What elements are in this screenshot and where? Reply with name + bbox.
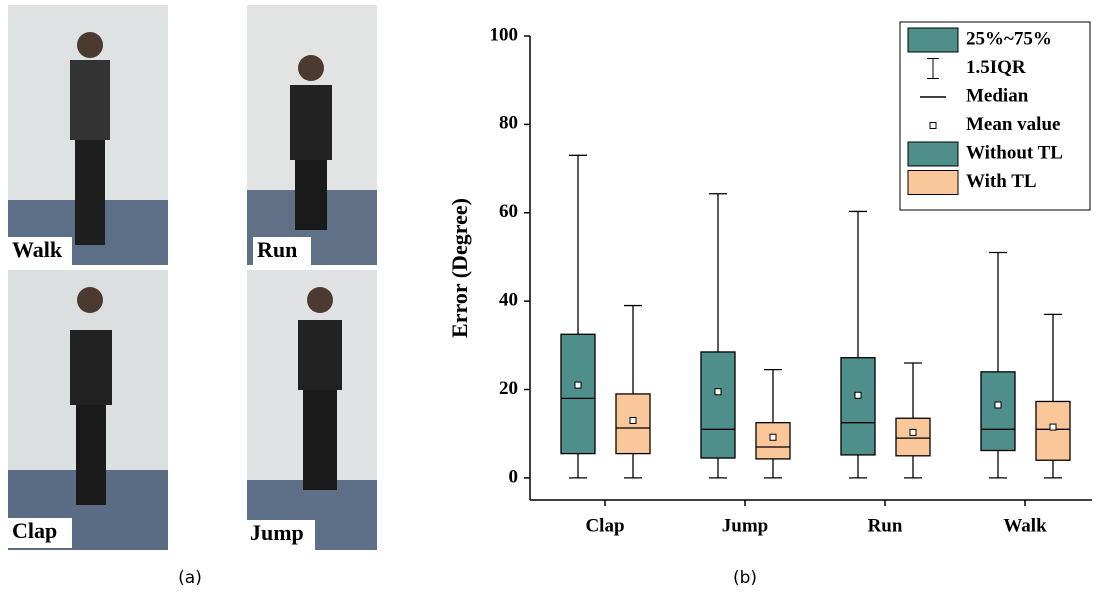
x-tick-label: Run (868, 515, 903, 536)
y-tick-label: 80 (499, 113, 518, 134)
legend-symbol (930, 123, 936, 129)
mean-marker (1050, 424, 1056, 430)
legend-label: Without TL (966, 142, 1063, 163)
photo-label: Walk (12, 237, 63, 262)
y-tick-label: 20 (499, 378, 518, 399)
legend-swatch (908, 171, 958, 195)
box (981, 372, 1015, 451)
y-tick-label: 60 (499, 201, 518, 222)
photo: Run (247, 5, 377, 265)
box (756, 423, 790, 459)
figure: Walk Run Clap Jump (a) (b) Error (Degree… (0, 0, 1103, 589)
photo: Clap (8, 270, 168, 550)
mean-marker (855, 392, 861, 398)
box (561, 334, 595, 453)
y-axis-label: Error (Degree) (447, 198, 472, 338)
legend-label: With TL (966, 171, 1037, 192)
legend-label: 25%~75% (966, 28, 1052, 49)
legend-label: Mean value (966, 114, 1060, 135)
box (1036, 401, 1070, 460)
mean-marker (995, 402, 1001, 408)
caption: (a) (178, 568, 202, 588)
x-tick-label: Clap (585, 515, 624, 536)
legend-label: Median (966, 85, 1029, 106)
photo-panel: Walk Run Clap Jump (a) (8, 5, 377, 588)
photo-label: Clap (12, 518, 57, 543)
y-tick-label: 40 (499, 290, 518, 311)
y-tick-label: 100 (490, 24, 519, 45)
mean-marker (770, 434, 776, 440)
mean-marker (715, 389, 721, 395)
legend-swatch (908, 28, 958, 52)
mean-marker (575, 382, 581, 388)
legend-label: 1.5IQR (966, 57, 1026, 78)
photo: Walk (8, 5, 168, 265)
caption: (b) (733, 568, 757, 588)
mean-marker (910, 429, 916, 435)
legend-swatch (908, 142, 958, 166)
photo-label: Jump (250, 520, 304, 545)
x-tick-label: Jump (722, 515, 768, 536)
photo-label: Run (257, 237, 297, 262)
x-tick-label: Walk (1003, 515, 1047, 536)
photo: Jump (247, 270, 377, 550)
y-tick-label: 0 (509, 466, 519, 487)
box (896, 418, 930, 456)
box (841, 358, 875, 455)
box (701, 352, 735, 458)
mean-marker (630, 417, 636, 423)
